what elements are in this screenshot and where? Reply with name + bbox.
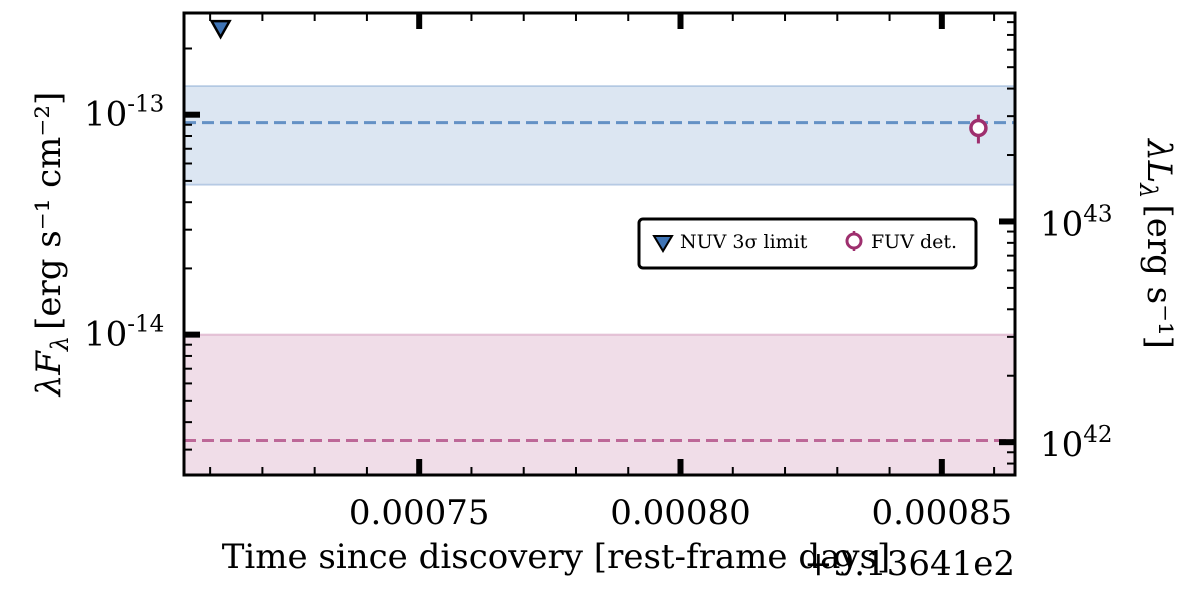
x-tick-label: 0.00085 [872,493,1013,533]
y-left-tick-label: 10-14 [84,312,164,355]
bands-layer [184,85,1015,475]
y-left-tick-label: 10-13 [84,92,164,135]
y-right-axis-label: λLλ[erg s⁻¹] [1134,137,1179,349]
major-ticks [184,13,1015,475]
tick-labels: 0.00075 0.00080 0.00085 10-13 10-14 1043 1042 [84,92,1113,533]
y-right-tick-label: 1042 [1040,422,1113,465]
fuv-detection-marker [969,118,988,138]
nuv-limit-marker [209,19,232,40]
y-left-axis-label: λFλ[erg s⁻¹ cm⁻²] [29,92,74,399]
x-tick-label: 0.00080 [610,493,751,533]
band-fuv-fill [184,334,1015,475]
band-nuv-fill [184,86,1015,185]
legend-fuv-marker [845,232,863,250]
legend-fuv-label: FUV det. [871,231,957,253]
legend-nuv-label: NUV 3σ limit [680,231,808,253]
x-axis-label: Time since discovery [rest-frame days] [222,537,891,577]
legend-nuv-marker [652,235,674,253]
x-offset-text: +9.13641e2 [804,544,1015,584]
x-tick-label: 0.00075 [349,493,490,533]
y-right-tick-label: 1043 [1040,201,1113,244]
legend: NUV 3σ limit FUV det. [637,217,978,270]
plot-frame [182,11,1017,477]
markers-layer [209,19,988,144]
legend-box [637,217,978,270]
